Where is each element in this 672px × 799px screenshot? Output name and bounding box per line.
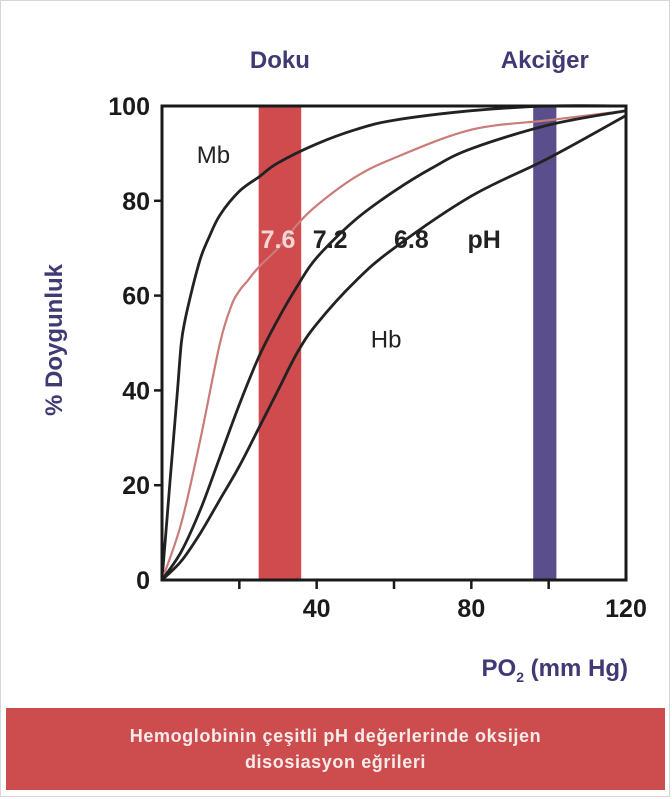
y-axis-label: % Doygunluk <box>41 263 68 416</box>
annotation-2: 7.2 <box>313 226 348 254</box>
annotation-4: pH <box>467 226 500 254</box>
series-line-0 <box>160 104 628 582</box>
y-tick-label: 60 <box>122 283 150 311</box>
x-axis-label: PO2 (mm Hg) <box>482 655 628 685</box>
y-tick-label: 40 <box>122 377 150 405</box>
oxygen-dissociation-chart: Doku Akciğer 0 20 40 60 80 100 40 80 120 PO2 (mm Hg… <box>41 47 647 685</box>
y-tick-label: 80 <box>122 188 150 216</box>
x-axis-label-subscript: 2 <box>516 669 524 685</box>
caption-line-2: disosiasyon eğrileri <box>244 752 427 772</box>
band-label-tissue: Doku <box>250 47 310 74</box>
series-line-2 <box>160 109 628 582</box>
y-tick-label: 20 <box>122 472 150 500</box>
annotation-3: 6.8 <box>394 226 429 254</box>
y-tick-label: 0 <box>136 567 150 595</box>
x-axis-label-main: PO <box>482 655 517 682</box>
x-tick-label: 40 <box>303 595 331 623</box>
annotation-0: Mb <box>197 142 230 169</box>
x-axis-label-unit: (mm Hg) <box>524 655 628 682</box>
x-tick-label: 120 <box>605 595 647 623</box>
annotation-1: 7.6 <box>261 226 296 254</box>
band-label-lung: Akciğer <box>501 47 589 74</box>
y-tick-label: 100 <box>108 93 150 121</box>
figure-caption: Hemoglobinin çeşitli pH değerlerinde oks… <box>6 708 665 790</box>
x-tick-label: 80 <box>457 595 485 623</box>
annotation-5: Hb <box>371 327 402 354</box>
band-lung <box>533 106 557 580</box>
caption-line-1: Hemoglobinin çeşitli pH değerlerinde oks… <box>129 726 542 746</box>
series-line-1 <box>160 109 628 582</box>
series-line-3 <box>160 114 628 582</box>
